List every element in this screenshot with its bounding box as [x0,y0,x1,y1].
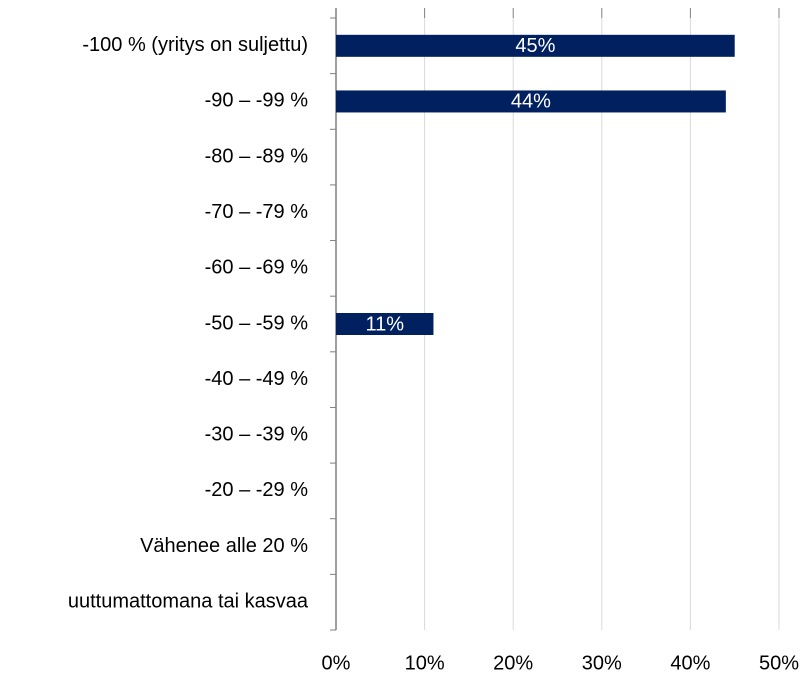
y-tick-label: -30 – -39 % [205,424,309,446]
data-label: 11% [365,313,404,335]
bar [336,34,735,57]
y-tick-label: uuttumattomana tai kasvaa [68,590,309,612]
x-tick-label: 50% [759,652,799,674]
y-tick-label: -40 – -49 % [205,368,309,390]
data-label: 45% [515,35,555,57]
y-tick-label: -100 % (yritys on suljettu) [82,34,308,56]
x-tick-label: 30% [582,652,622,674]
y-tick-label: -70 – -79 % [205,201,309,223]
bar [336,90,726,113]
y-tick-label: Vähenee alle 20 % [140,535,308,557]
bar [336,313,434,335]
y-tick-label: -90 – -99 % [205,90,309,112]
y-tick-label: -80 – -89 % [205,145,309,167]
x-tick-label: 40% [670,652,710,674]
x-tick-label: 20% [493,652,533,674]
y-tick-label: -20 – -29 % [205,479,309,501]
x-tick-label: 10% [405,652,445,674]
x-tick-label: 0% [322,652,351,674]
data-label: 44% [511,91,551,113]
y-tick-label: -60 – -69 % [205,257,309,279]
y-tick-label: -50 – -59 % [205,312,309,334]
